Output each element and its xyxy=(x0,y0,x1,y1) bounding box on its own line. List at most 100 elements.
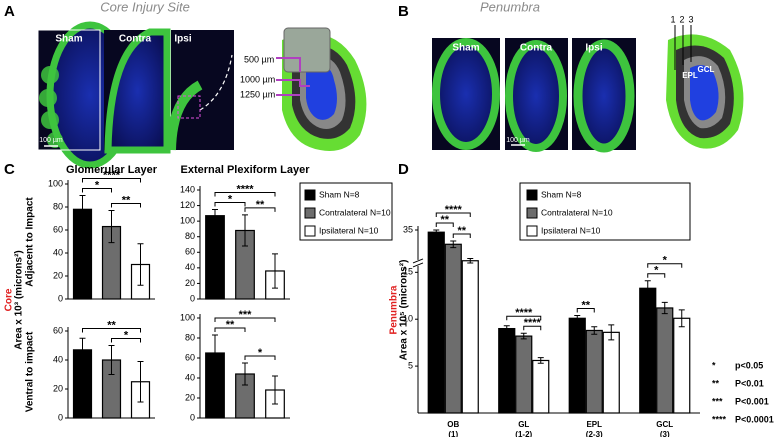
y-tick-label: 80 xyxy=(53,201,63,211)
significance-bracket xyxy=(523,325,542,331)
x-tick-sublabel: (3) xyxy=(660,430,670,437)
y-tick-label: 120 xyxy=(180,200,195,210)
layer-number: 3 xyxy=(688,14,693,24)
x-tick-sublabel: (1-2) xyxy=(515,430,532,437)
significance-bracket xyxy=(214,191,276,197)
significance-bracket xyxy=(506,315,542,321)
error-bar xyxy=(79,195,86,224)
error-bar xyxy=(433,229,440,235)
scale-bar: 100 µm xyxy=(39,137,63,144)
significance-stars: ** xyxy=(256,199,265,211)
legend-box xyxy=(519,182,691,241)
significance-bracket xyxy=(82,178,141,183)
significance-stars: ** xyxy=(457,225,466,237)
error-bar xyxy=(537,357,544,364)
error-bar xyxy=(137,360,144,403)
legend-label: Contralateral N=10 xyxy=(319,207,391,217)
error-bar xyxy=(644,280,651,297)
y-tick-label: 0 xyxy=(190,293,195,303)
y-tick-label: 40 xyxy=(185,262,195,272)
panel-label: C xyxy=(4,161,15,178)
layer-number: 1 xyxy=(670,14,675,24)
bar xyxy=(656,307,674,414)
legend-label: Sham N=8 xyxy=(319,189,360,199)
error-bar xyxy=(212,334,218,372)
y-tick-label: 40 xyxy=(53,247,63,257)
y-axis-label: Area x 10⁵ (microns²) xyxy=(399,260,410,361)
micrograph xyxy=(505,38,568,152)
significance-stars: * xyxy=(228,193,233,205)
y-tick-label: 20 xyxy=(53,270,63,280)
error-bar xyxy=(467,258,474,264)
bar xyxy=(515,335,533,414)
micrograph xyxy=(166,30,234,151)
legend-swatch xyxy=(304,225,316,237)
bar xyxy=(602,331,620,414)
significance-stars: ** xyxy=(107,319,116,331)
y-tick-label: 60 xyxy=(53,325,63,335)
error-bar xyxy=(108,345,115,375)
error-bar xyxy=(272,253,278,289)
error-bar xyxy=(661,301,668,315)
bar xyxy=(568,317,586,414)
bar xyxy=(461,260,479,414)
significance-bracket xyxy=(214,201,246,207)
y-tick-label: 0 xyxy=(58,412,63,422)
y-tick-label: 0 xyxy=(190,412,195,422)
error-bar xyxy=(79,337,86,362)
key-stars: * xyxy=(712,360,716,370)
legend-swatch xyxy=(304,189,316,201)
significance-bracket xyxy=(435,212,471,217)
significance-stars: ** xyxy=(440,214,449,226)
significance-stars: **** xyxy=(515,307,533,319)
bar xyxy=(673,317,691,414)
group-label: Core xyxy=(4,288,15,311)
image-label: Contra xyxy=(119,34,152,45)
significance-stars: **** xyxy=(236,183,254,195)
significance-stars: * xyxy=(258,347,263,359)
y-tick-label: 60 xyxy=(185,352,195,362)
x-tick-sublabel: (1) xyxy=(448,430,458,437)
x-tick-label: OB xyxy=(447,420,459,429)
key-label: P<0.01 xyxy=(735,378,764,388)
significance-stars: * xyxy=(663,255,668,267)
bar xyxy=(532,359,550,414)
key-label: p<0.05 xyxy=(735,360,763,370)
error-bar xyxy=(503,325,510,332)
depth-label: 500 µm xyxy=(244,54,274,64)
y-tick-label: 15 xyxy=(403,267,413,277)
significance-stars: **** xyxy=(103,169,121,181)
y-tick-label: 100 xyxy=(48,178,63,188)
legend-swatch xyxy=(526,207,538,219)
significance-stars: ** xyxy=(226,319,235,331)
error-bar xyxy=(212,208,218,223)
image-label: Ipsi xyxy=(174,34,191,45)
y-tick-label: 20 xyxy=(185,392,195,402)
chart-title: Glomerular Layer xyxy=(66,164,158,176)
y-tick-label: 20 xyxy=(53,383,63,393)
panel-label: D xyxy=(398,161,409,178)
image-label: Ipsi xyxy=(585,43,602,54)
significance-stars: **** xyxy=(524,317,542,329)
panel-label: B xyxy=(398,3,409,20)
significance-bracket xyxy=(647,263,683,268)
panel-title: Penumbra xyxy=(480,0,540,14)
y-tick-label: 20 xyxy=(185,278,195,288)
significance-bracket xyxy=(435,222,454,227)
error-bar xyxy=(108,209,115,244)
micrograph xyxy=(37,21,134,169)
key-label: P<0.001 xyxy=(735,396,769,406)
y-tick-label: 40 xyxy=(185,372,195,382)
x-tick-sublabel: (2-3) xyxy=(586,430,603,437)
micrograph xyxy=(432,38,500,150)
bar xyxy=(205,215,225,300)
y-tick-label: 40 xyxy=(53,354,63,364)
legend-swatch xyxy=(304,207,316,219)
bar xyxy=(498,327,516,414)
error-bar xyxy=(450,240,457,249)
y-tick-label: 80 xyxy=(185,332,195,342)
schematic xyxy=(276,27,367,152)
legend-label: Ipsilateral N=10 xyxy=(541,225,601,235)
bar xyxy=(639,287,657,414)
